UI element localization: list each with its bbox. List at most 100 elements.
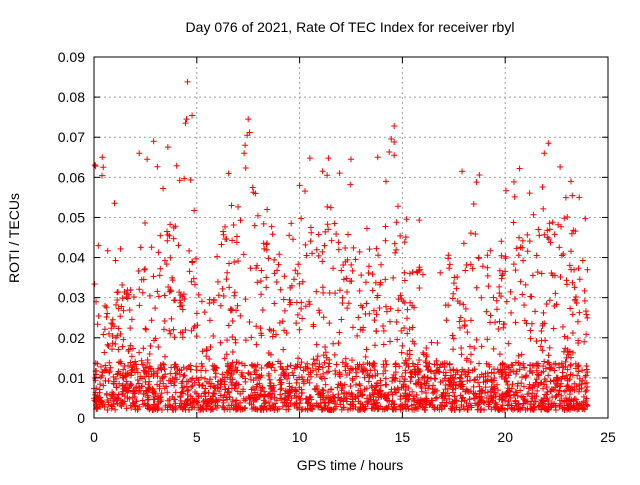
data-point [445,377,452,384]
data-point [556,403,563,410]
data-point [128,364,135,371]
data-point [91,162,98,169]
data-point [214,278,221,285]
data-point [261,245,268,252]
data-point [482,384,489,391]
data-point [297,397,304,404]
data-point [392,375,399,382]
data-point [390,401,397,408]
data-point [391,139,398,146]
data-point [533,376,540,383]
data-point [269,333,276,340]
data-point [188,383,195,390]
data-point [509,381,516,388]
data-point [326,320,333,327]
data-point [118,403,125,410]
data-point [382,223,389,230]
data-point [219,404,226,411]
data-point [540,385,547,392]
data-point [534,269,541,276]
data-point [488,406,495,413]
data-point [568,266,575,273]
data-point [460,240,467,247]
data-point [167,370,174,377]
data-point [437,379,444,386]
data-point [155,293,162,300]
data-point [180,373,187,380]
data-point [475,254,482,261]
data-point [100,164,107,171]
data-point [340,276,347,283]
data-point [259,306,266,313]
data-point [166,327,173,334]
data-point [144,356,151,363]
data-point [319,284,326,291]
data-point [387,305,394,312]
data-point [298,299,305,306]
data-point [324,172,331,179]
data-point [393,318,400,325]
data-point [190,275,197,282]
data-point [411,304,418,311]
data-point [276,319,283,326]
data-point [158,366,165,373]
data-point [120,336,127,343]
data-point [247,265,254,272]
data-point [390,371,397,378]
data-point [231,289,238,296]
data-point [184,387,191,394]
data-point [483,308,490,315]
data-point [484,272,491,279]
data-point [373,311,380,318]
data-point [313,371,320,378]
data-point [527,361,534,368]
data-point [194,322,201,329]
data-point [425,366,432,373]
data-point [456,300,463,307]
data-point [165,283,172,290]
data-point [219,371,226,378]
data-point [110,397,117,404]
data-point [298,374,305,381]
data-point [561,333,568,340]
data-point [562,395,569,402]
data-point [164,144,171,151]
data-point [284,363,291,370]
data-point [226,260,233,267]
data-point [216,388,223,395]
data-point [136,302,143,309]
data-point [584,314,591,321]
data-point [130,400,137,407]
data-point [281,273,288,280]
data-point [407,378,414,385]
data-point [398,349,405,356]
data-point [382,276,389,283]
data-point [171,396,178,403]
data-point [447,367,454,374]
data-point [160,185,167,192]
data-point [558,375,565,382]
data-point [580,398,587,405]
data-point [496,393,503,400]
data-point [449,332,456,339]
data-point [569,372,576,379]
data-point [164,389,171,396]
data-point [287,362,294,369]
data-point [570,397,577,404]
data-point [198,360,205,367]
data-point [549,219,556,226]
data-point [500,324,507,331]
data-point [261,393,268,400]
data-point [487,319,494,326]
data-point [307,224,314,231]
data-point [414,399,421,406]
data-point [413,405,420,412]
data-point [167,221,174,228]
data-point [231,369,238,376]
data-point [457,406,464,413]
data-point [320,370,327,377]
data-point [187,362,194,369]
data-point [371,317,378,324]
data-point [344,305,351,312]
data-point [517,362,524,369]
